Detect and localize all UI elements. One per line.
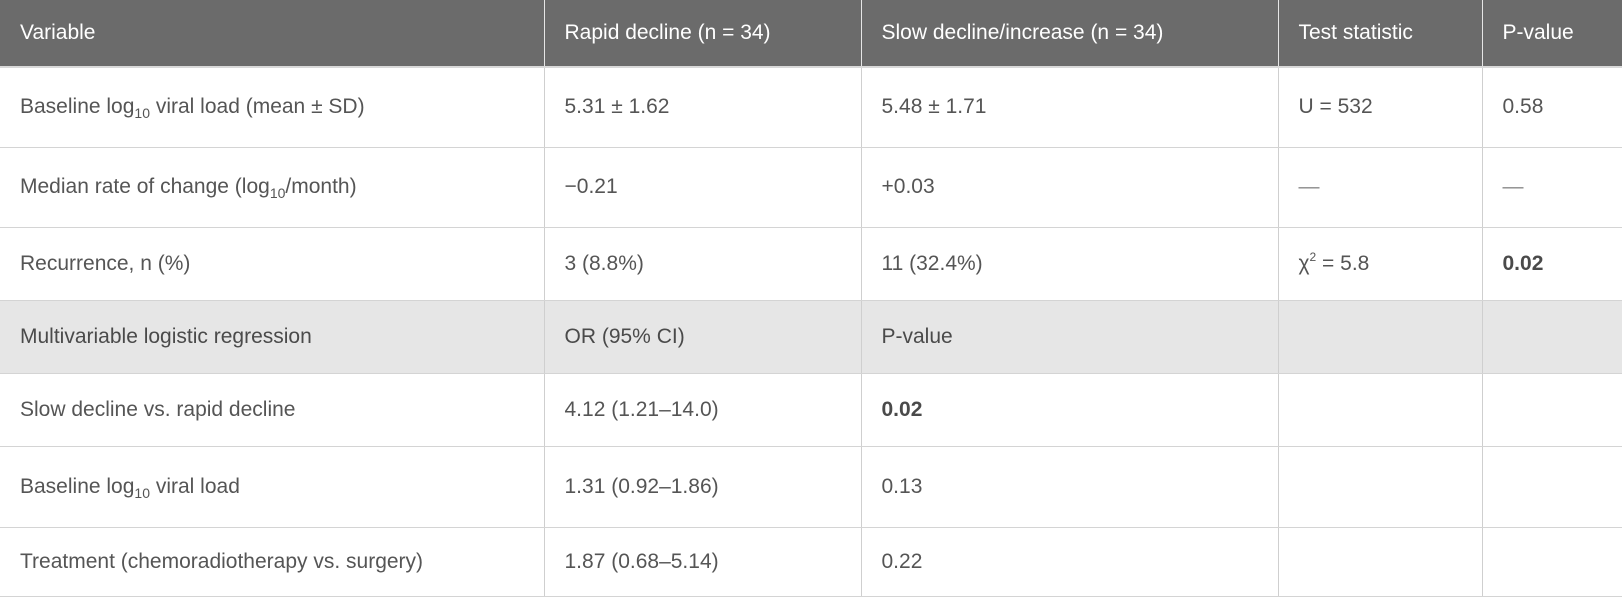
table-body: Baseline log10 viral load (mean ± SD) 5.… [0, 67, 1622, 597]
section-or-header: OR (95% CI) [543, 300, 861, 374]
row-label: Treatment (chemoradiotherapy vs. surgery… [0, 527, 544, 597]
test-statistic-value: χ2 = 5.8 [1277, 227, 1482, 301]
p-value: 0.58 [1481, 67, 1622, 148]
row-label: Slow decline vs. rapid decline [0, 373, 544, 447]
slow-value: 11 (32.4%) [860, 227, 1278, 301]
label-text: Baseline log [20, 95, 135, 119]
table-row-treatment: Treatment (chemoradiotherapy vs. surgery… [0, 527, 1622, 597]
odds-ratio-value: 4.12 (1.21–14.0) [543, 373, 861, 447]
empty-cell [1277, 527, 1482, 597]
header-test-statistic: Test statistic [1277, 0, 1482, 68]
header-variable: Variable [0, 0, 544, 68]
label-subscript: 10 [134, 484, 150, 501]
p-value: — [1481, 147, 1622, 228]
label-text: Median rate of change (log [20, 175, 270, 198]
test-statistic-value: — [1277, 147, 1482, 228]
slow-value: +0.03 [860, 147, 1278, 228]
p-value: 0.13 [860, 446, 1278, 528]
empty-cell [1277, 300, 1482, 374]
rapid-value: 5.31 ± 1.62 [543, 67, 861, 148]
header-p-value: P-value [1481, 0, 1622, 68]
empty-cell [1481, 446, 1622, 528]
row-label: Baseline log10 viral load [0, 446, 544, 528]
header-slow-decline: Slow decline/increase (n = 34) [860, 0, 1278, 68]
section-label: Multivariable logistic regression [0, 300, 544, 374]
table-row-recurrence: Recurrence, n (%) 3 (8.8%) 11 (32.4%) χ2… [0, 227, 1622, 301]
section-row-multivariable: Multivariable logistic regression OR (95… [0, 300, 1622, 374]
row-label: Recurrence, n (%) [0, 227, 544, 301]
table-row-median-rate: Median rate of change (log10/month) −0.2… [0, 147, 1622, 228]
rapid-value: 3 (8.8%) [543, 227, 861, 301]
empty-cell [1277, 373, 1482, 447]
p-value: 0.02 [1481, 227, 1622, 301]
header-rapid-decline: Rapid decline (n = 34) [543, 0, 861, 68]
row-label: Median rate of change (log10/month) [0, 147, 544, 228]
empty-cell [1277, 446, 1482, 528]
test-statistic-value: U = 532 [1277, 67, 1482, 148]
label-subscript: 10 [134, 105, 150, 122]
p-value: 0.22 [860, 527, 1278, 597]
odds-ratio-value: 1.31 (0.92–1.86) [543, 446, 861, 528]
table-row-baseline-log: Baseline log10 viral load 1.31 (0.92–1.8… [0, 446, 1622, 528]
p-value: 0.02 [860, 373, 1278, 447]
rapid-value: −0.21 [543, 147, 861, 228]
empty-cell [1481, 300, 1622, 374]
empty-cell [1481, 373, 1622, 447]
header-row: Variable Rapid decline (n = 34) Slow dec… [0, 0, 1622, 68]
section-p-header: P-value [860, 300, 1278, 374]
label-text-end: viral load [150, 474, 240, 498]
label-text: Baseline log [20, 474, 135, 498]
row-label: Baseline log10 viral load (mean ± SD) [0, 67, 544, 148]
label-text-end: /month) [285, 175, 357, 198]
label-text-end: viral load (mean ± SD) [150, 95, 365, 119]
label-subscript: 10 [269, 185, 286, 201]
chi-symbol: χ [1298, 251, 1310, 275]
chi-value: = 5.8 [1316, 251, 1370, 275]
table-row-slow-vs-rapid: Slow decline vs. rapid decline 4.12 (1.2… [0, 373, 1622, 447]
table-header: Variable Rapid decline (n = 34) Slow dec… [0, 0, 1622, 68]
odds-ratio-value: 1.87 (0.68–5.14) [543, 527, 861, 597]
chi-superscript: 2 [1309, 249, 1317, 264]
table-row-baseline-viral-load: Baseline log10 viral load (mean ± SD) 5.… [0, 67, 1622, 148]
empty-cell [1481, 527, 1622, 597]
slow-value: 5.48 ± 1.71 [860, 67, 1278, 148]
